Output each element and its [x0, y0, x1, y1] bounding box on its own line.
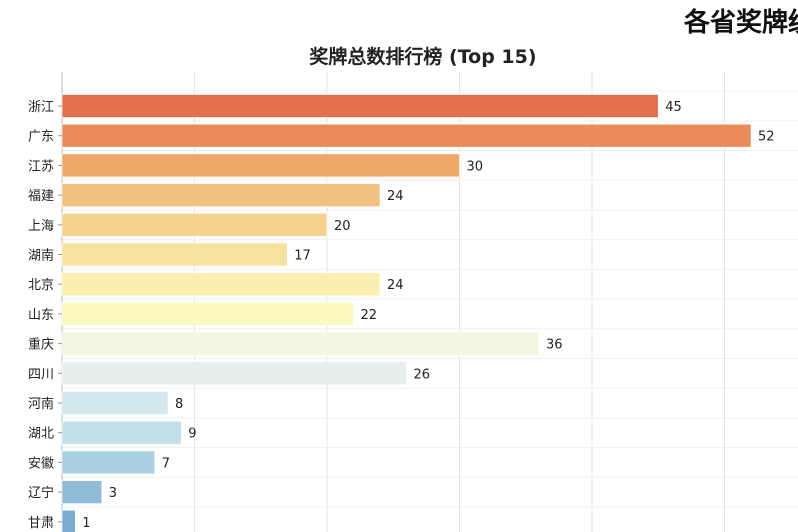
y-tick-label: 辽宁	[28, 485, 54, 501]
y-tick-label: 湖北	[28, 427, 54, 442]
bar	[61, 213, 328, 237]
y-tick-label: 北京	[28, 278, 54, 293]
bar-value-label: 24	[387, 189, 404, 204]
y-tick-label: 四川	[28, 367, 54, 382]
bar-value-label: 17	[294, 249, 311, 264]
y-tick-label: 上海	[28, 219, 54, 234]
bar	[61, 272, 381, 297]
y-tick-label: 甘肃	[28, 516, 54, 531]
y-tick-label: 重庆	[28, 337, 54, 353]
bar-value-label: 52	[758, 130, 775, 145]
bar-value-label: 7	[162, 456, 170, 471]
figure-title: 各省奖牌统计	[684, 8, 798, 38]
bar	[61, 450, 156, 475]
y-tick-label: 河南	[28, 396, 54, 412]
y-tick-label: 江苏	[28, 158, 54, 174]
bar	[61, 242, 288, 267]
bar	[61, 302, 354, 326]
bar-value-label: 30	[467, 159, 484, 174]
bar-value-label: 1	[82, 516, 90, 531]
y-tick-label: 浙江	[28, 100, 54, 115]
bar	[61, 94, 659, 118]
bar	[61, 123, 752, 148]
bar	[61, 153, 460, 178]
bar-value-label: 24	[387, 278, 404, 293]
chart-title: 奖牌总数排行榜 (Top 15)	[309, 46, 537, 68]
bar-value-label: 26	[414, 367, 431, 382]
bar	[61, 480, 103, 504]
bar	[61, 509, 76, 532]
bar-value-label: 20	[334, 219, 351, 234]
bar	[61, 183, 381, 207]
bar	[61, 391, 169, 415]
y-tick-label: 山东	[28, 308, 54, 323]
y-tick-label: 湖南	[28, 248, 54, 264]
bar	[61, 420, 182, 445]
bar-value-label: 22	[361, 308, 378, 323]
bar-value-label: 45	[665, 100, 682, 115]
bar-value-label: 8	[175, 397, 183, 412]
y-tick-label: 安徽	[28, 456, 54, 471]
y-tick-label: 广东	[28, 130, 54, 145]
bar	[61, 361, 407, 386]
y-tick-label: 福建	[28, 189, 54, 204]
bar	[61, 331, 540, 356]
bar-value-label: 3	[109, 486, 117, 501]
bar-value-label: 9	[188, 427, 196, 442]
bar-value-label: 36	[546, 338, 563, 353]
